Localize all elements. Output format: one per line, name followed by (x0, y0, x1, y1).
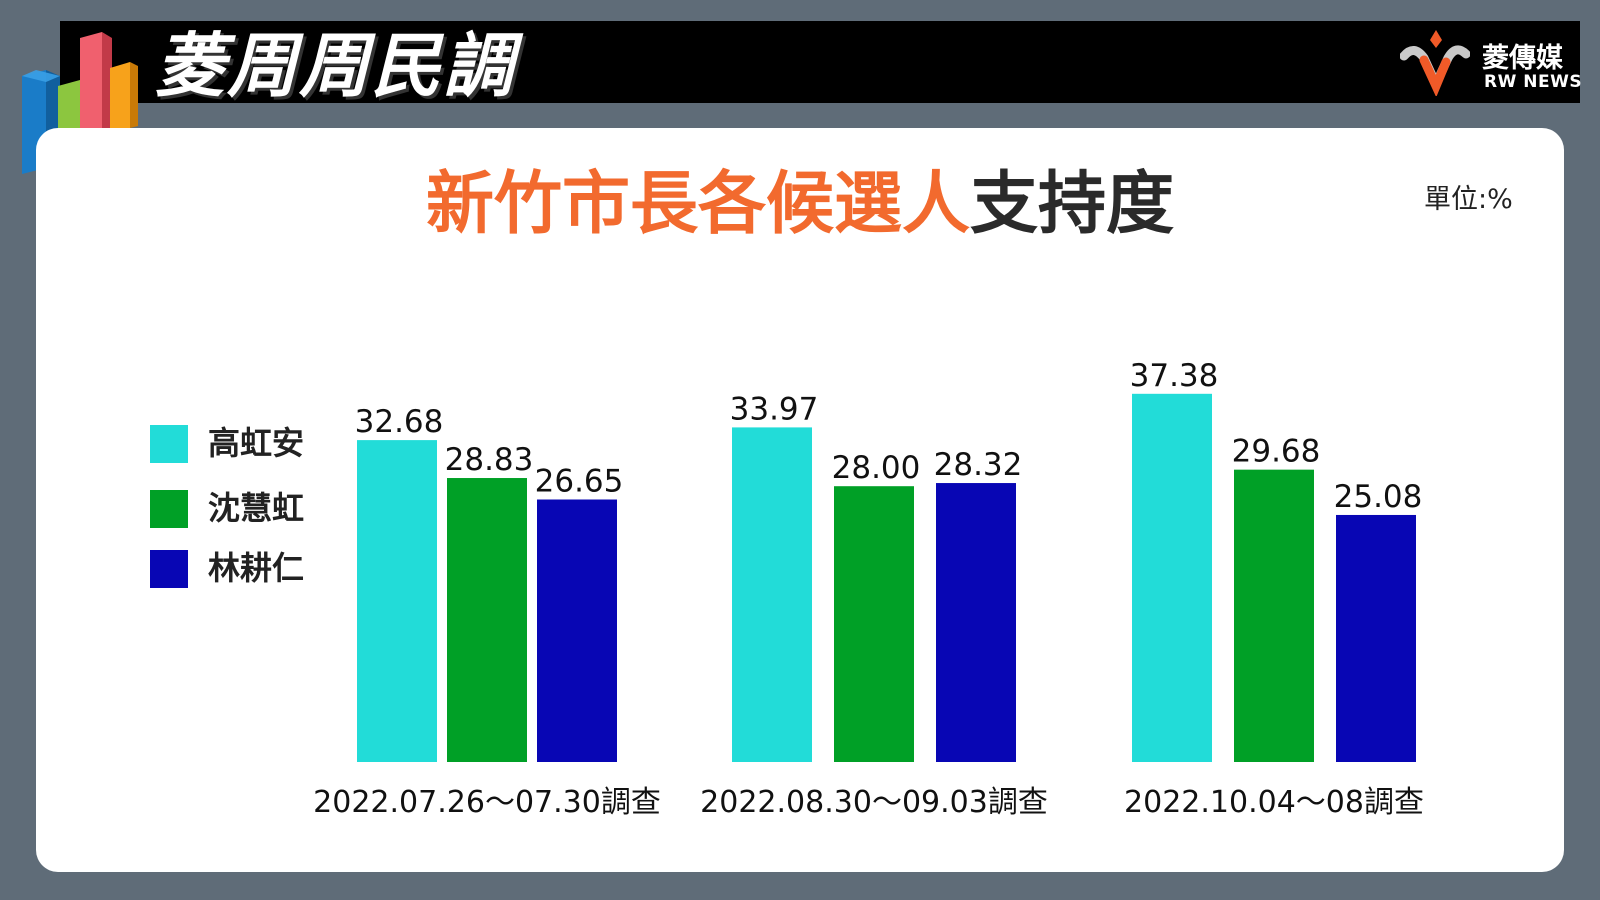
legend-label-3: 林耕仁 (208, 549, 305, 587)
category-label-3: 2022.10.04～08調查 (1124, 785, 1424, 820)
title-highlight: 新竹市長各候選人 (425, 165, 970, 244)
header-bar (60, 21, 1580, 103)
category-label-1: 2022.07.26～07.30調查 (313, 785, 661, 820)
unit-label: 單位:% (1424, 184, 1513, 215)
data-label-2-2: 28.00 (832, 450, 921, 486)
bar-2-2 (834, 486, 914, 762)
legend-label-1: 高虹安 (208, 424, 305, 462)
bar-3-2 (1234, 469, 1314, 762)
rw-news-logo-icon (1400, 30, 1470, 96)
data-label-3-1: 37.38 (1130, 358, 1219, 394)
bar-1-3 (537, 499, 617, 762)
data-label-3-2: 29.68 (1232, 434, 1321, 470)
bar-3-1 (1132, 393, 1212, 762)
legend-swatch-2 (150, 490, 188, 528)
title-rest: 支持度 (970, 165, 1175, 244)
brand-name: 菱傳媒 (1482, 43, 1563, 74)
category-label-2: 2022.08.30～09.03調查 (700, 785, 1048, 820)
legend-swatch-3 (150, 550, 188, 588)
bar-2-3 (936, 483, 1016, 762)
bar-2-1 (732, 427, 812, 762)
data-label-3-3: 25.08 (1334, 479, 1423, 515)
data-label-1-2: 28.83 (445, 442, 534, 478)
legend-label-2: 沈慧虹 (208, 489, 305, 527)
bar-3-3 (1336, 514, 1416, 762)
bar-1-2 (447, 478, 527, 762)
legend-swatch-1 (150, 425, 188, 463)
data-label-1-3: 26.65 (535, 463, 624, 499)
brand-subname: RW NEWS (1484, 72, 1583, 92)
data-label-2-3: 28.32 (934, 447, 1023, 483)
chart-title: 新竹市長各候選人支持度 (0, 160, 1600, 250)
data-label-2-1: 33.97 (730, 391, 819, 427)
bar-1-1 (357, 440, 437, 762)
brand-title: 菱周周民調 (155, 25, 515, 107)
data-label-1-1: 32.68 (355, 404, 444, 440)
